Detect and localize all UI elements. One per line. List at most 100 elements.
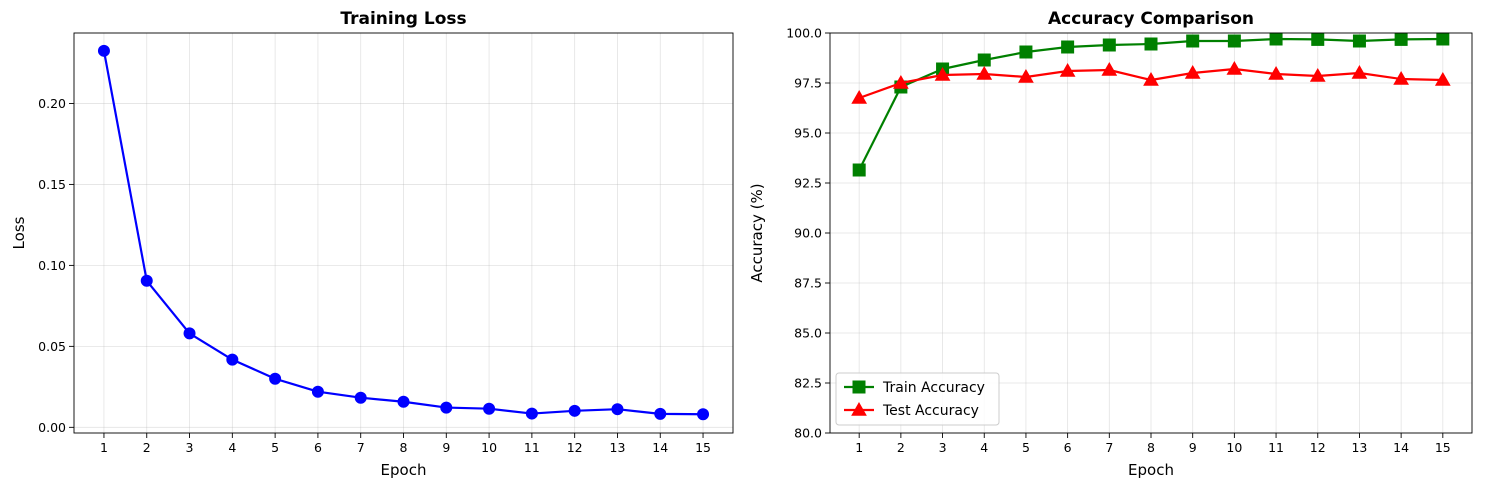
x-tick-label: 14: [1393, 440, 1409, 455]
x-tick-label: 13: [610, 440, 626, 455]
x-tick-label: 6: [1064, 440, 1072, 455]
data-point: [1226, 60, 1243, 75]
data-point: [1143, 71, 1159, 86]
data-point: [1351, 64, 1368, 79]
x-tick-label: 2: [897, 440, 905, 455]
x-tick-label: 15: [695, 440, 711, 455]
data-point: [1352, 34, 1366, 48]
y-axis-label: Loss: [10, 216, 28, 249]
data-point: [1309, 67, 1326, 82]
y-tick-label: 0.00: [38, 420, 66, 435]
y-tick-label: 100.0: [786, 26, 822, 41]
data-point: [976, 65, 993, 80]
data-point: [354, 391, 367, 404]
x-tick-label: 4: [980, 440, 988, 455]
x-tick-label: 8: [1147, 440, 1155, 455]
data-point: [440, 401, 453, 414]
y-tick-label: 0.20: [38, 96, 66, 111]
x-tick-label: 10: [481, 440, 497, 455]
data-point: [226, 353, 239, 366]
data-point: [311, 385, 324, 398]
x-tick-label: 1: [855, 440, 863, 455]
data-point: [934, 66, 951, 81]
y-tick-label: 92.5: [794, 176, 822, 191]
legend-label: Train Accuracy: [882, 380, 985, 396]
x-tick-label: 1: [100, 440, 108, 455]
data-point: [1394, 32, 1408, 46]
x-tick-label: 13: [1351, 440, 1367, 455]
plot-frame: [829, 32, 1473, 434]
data-point: [269, 372, 282, 385]
data-point: [1101, 61, 1118, 76]
x-tick-label: 4: [228, 440, 236, 455]
plot-frame: [73, 32, 734, 434]
data-point: [1061, 40, 1075, 54]
data-point: [483, 402, 496, 415]
x-tick-label: 6: [314, 440, 322, 455]
legend-marker: [851, 401, 867, 416]
data-point: [1184, 64, 1201, 79]
y-tick-label: 0.05: [38, 339, 66, 354]
legend-box: [835, 372, 1000, 426]
data-point: [852, 163, 866, 177]
x-tick-label: 12: [1310, 440, 1326, 455]
x-tick-label: 2: [143, 440, 151, 455]
y-tick-label: 80.0: [794, 426, 822, 441]
x-tick-label: 11: [1268, 440, 1284, 455]
data-point: [183, 327, 196, 340]
x-tick-label: 12: [567, 440, 583, 455]
x-tick-label: 8: [400, 440, 408, 455]
x-tick-label: 10: [1226, 440, 1242, 455]
y-tick-label: 87.5: [794, 276, 822, 291]
x-tick-label: 9: [1189, 440, 1197, 455]
x-tick-label: 7: [1105, 440, 1113, 455]
chart-title: Training Loss: [340, 9, 466, 29]
y-tick-label: 90.0: [794, 226, 822, 241]
y-tick-label: 0.10: [38, 258, 66, 273]
x-tick-label: 5: [1022, 440, 1030, 455]
data-point: [1393, 70, 1409, 85]
x-axis-label: Epoch: [381, 461, 427, 479]
data-point: [1102, 38, 1116, 52]
data-point: [851, 89, 868, 104]
data-point: [397, 395, 410, 408]
data-point: [1186, 34, 1200, 48]
y-tick-label: 97.5: [794, 76, 822, 91]
data-point: [1018, 68, 1034, 83]
data-point: [611, 403, 624, 416]
x-tick-label: 3: [186, 440, 194, 455]
x-tick-label: 11: [524, 440, 540, 455]
data-point: [568, 404, 581, 417]
x-tick-label: 15: [1435, 440, 1451, 455]
loss-chart: 1 2 3 4 5 6 7 8 9 10 11 12 13 14 150.000.050.100.150.2…: [10, 9, 734, 479]
legend-marker: [852, 380, 866, 394]
data-point: [97, 44, 110, 57]
data-point: [1059, 62, 1076, 77]
data-point: [654, 407, 667, 420]
legend-label: Test Accuracy: [882, 403, 979, 419]
x-tick-label: 5: [271, 440, 279, 455]
y-axis-label: Accuracy (%): [748, 183, 766, 282]
x-tick-label: 3: [939, 440, 947, 455]
data-point: [525, 407, 538, 420]
data-point: [1019, 45, 1033, 59]
accuracy-chart: 1 2 3 4 5 6 7 8 9 10 11 12 13 14 1580.082.585.087.590.…: [748, 9, 1473, 479]
data-point: [1144, 37, 1158, 51]
data-point: [977, 53, 991, 67]
y-tick-label: 95.0: [794, 126, 822, 141]
data-point: [1434, 71, 1451, 86]
x-tick-label: 7: [357, 440, 365, 455]
legend: Train Accuracy Test Accuracy: [835, 372, 1000, 426]
data-point: [1311, 32, 1325, 46]
y-tick-label: 85.0: [794, 326, 822, 341]
data-point: [1269, 32, 1283, 46]
data-point: [1227, 34, 1241, 48]
data-point: [1436, 32, 1450, 46]
x-tick-label: 9: [442, 440, 450, 455]
data-point: [1268, 65, 1284, 80]
y-tick-label: 82.5: [794, 376, 822, 391]
data-point: [893, 74, 909, 89]
y-tick-label: 0.15: [38, 177, 66, 192]
